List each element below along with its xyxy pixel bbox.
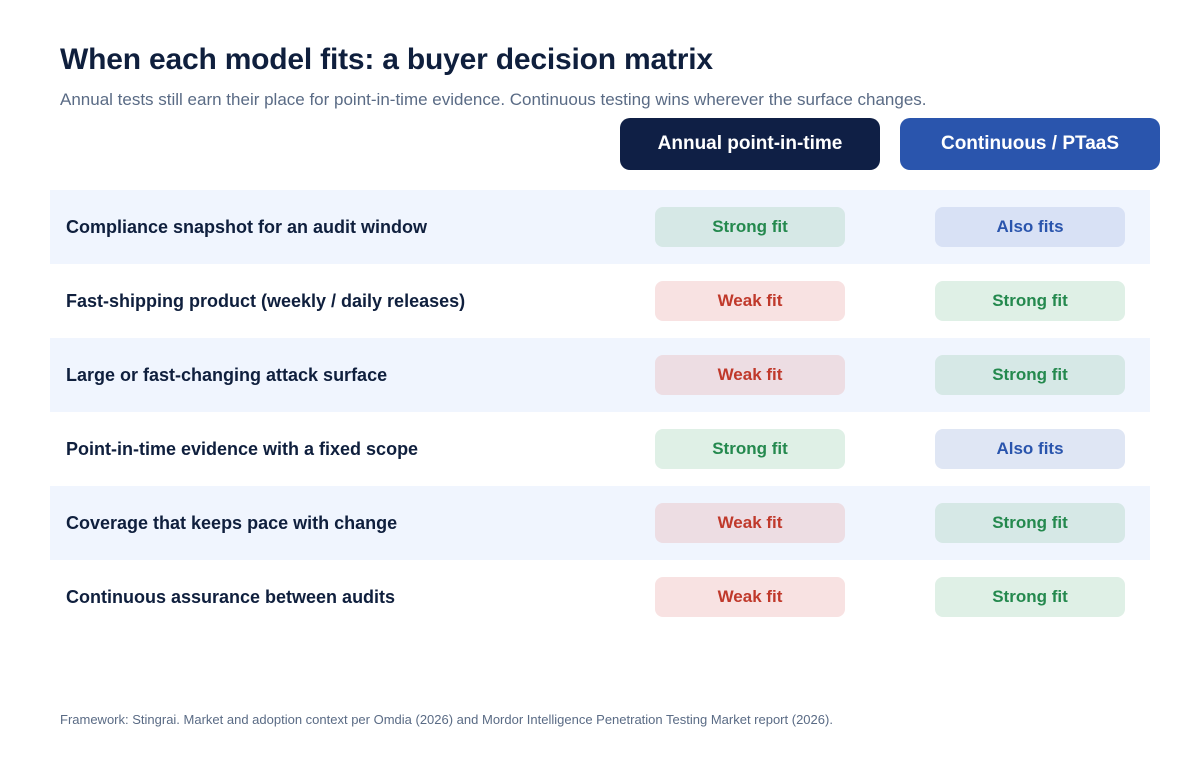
annual-fit-badge: Strong fit — [655, 429, 845, 469]
row-label: Coverage that keeps pace with change — [66, 513, 398, 533]
continuous-fit-badge: Strong fit — [935, 355, 1125, 395]
continuous-fit-badge: Also fits — [935, 429, 1125, 469]
annual-fit-badge: Weak fit — [655, 577, 845, 617]
annual-fit-badge: Weak fit — [655, 503, 845, 543]
source-footnote: Framework: Stingrai. Market and adoption… — [60, 712, 833, 727]
annual-fit-badge: Weak fit — [655, 281, 845, 321]
decision-matrix: Compliance snapshot for an audit window … — [50, 190, 1150, 634]
column-header-annual: Annual point-in-time — [620, 118, 880, 170]
matrix-row: Compliance snapshot for an audit window … — [50, 190, 1150, 264]
continuous-fit-badge: Strong fit — [935, 503, 1125, 543]
matrix-row: Fast-shipping product (weekly / daily re… — [50, 264, 1150, 338]
row-label: Fast-shipping product (weekly / daily re… — [66, 291, 466, 311]
page-subtitle: Annual tests still earn their place for … — [60, 90, 927, 109]
continuous-fit-badge: Strong fit — [935, 577, 1125, 617]
matrix-row: Continuous assurance between audits Weak… — [50, 560, 1150, 634]
annual-fit-badge: Strong fit — [655, 207, 845, 247]
matrix-row: Point-in-time evidence with a fixed scop… — [50, 412, 1150, 486]
column-header-continuous: Continuous / PTaaS — [900, 118, 1160, 170]
page-title: When each model fits: a buyer decision m… — [60, 43, 713, 76]
row-label: Continuous assurance between audits — [66, 587, 396, 607]
matrix-row: Coverage that keeps pace with change Wea… — [50, 486, 1150, 560]
matrix-row: Large or fast-changing attack surface We… — [50, 338, 1150, 412]
row-label: Large or fast-changing attack surface — [66, 365, 388, 385]
row-label: Compliance snapshot for an audit window — [66, 217, 428, 237]
row-label: Point-in-time evidence with a fixed scop… — [66, 439, 419, 459]
annual-fit-badge: Weak fit — [655, 355, 845, 395]
continuous-fit-badge: Also fits — [935, 207, 1125, 247]
continuous-fit-badge: Strong fit — [935, 281, 1125, 321]
